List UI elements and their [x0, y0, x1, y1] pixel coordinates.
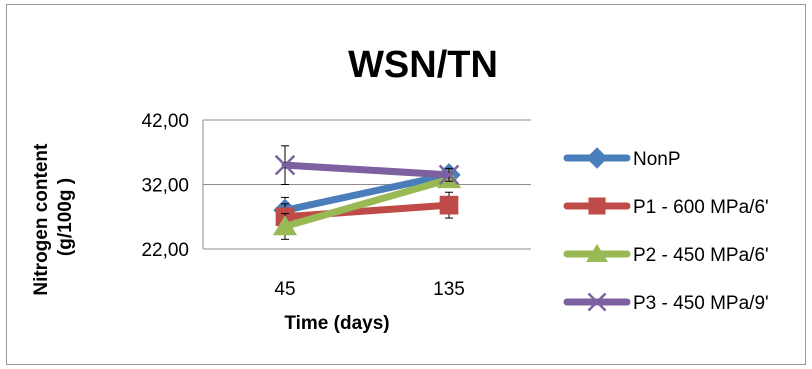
chart-title: WSN/TN — [348, 44, 498, 86]
legend-marker — [586, 147, 608, 169]
legend-label: P1 - 600 MPa/6' — [633, 197, 769, 218]
y-tick-label: 32,00 — [141, 176, 189, 197]
series-line — [281, 175, 453, 230]
legend-label: P2 - 450 MPa/6' — [633, 245, 769, 266]
series-line — [281, 171, 453, 214]
legend-label: P3 - 450 MPa/9' — [633, 293, 769, 314]
legend-entry: P1 - 600 MPa/6' — [563, 197, 769, 218]
x-tick-labels: 45 135 — [274, 279, 464, 300]
x-tick-label: 45 — [274, 279, 295, 300]
y-axis-title-line-1: Nitrogen content — [31, 143, 52, 296]
legend-entry: NonP — [563, 147, 681, 170]
legend-marker — [588, 197, 606, 215]
legend-marker — [587, 292, 607, 312]
y-axis-title-line-2: (g/100g ) — [55, 178, 76, 256]
series-3 — [274, 145, 460, 186]
y-tick-label: 22,00 — [141, 240, 189, 261]
series-1 — [275, 191, 459, 231]
legend: NonP P1 - 600 MPa/6' P2 - 450 MPa/6' P3 - 4… — [563, 147, 769, 314]
data-point — [438, 164, 460, 186]
legend-entry: P3 - 450 MPa/9' — [563, 292, 769, 314]
y-tick-labels: 22,00 32,00 42,00 — [141, 111, 189, 261]
legend-entry: P2 - 450 MPa/6' — [563, 244, 769, 266]
data-point — [272, 215, 298, 236]
chart-svg: WSN/TN 22,00 32,00 42,00 45 135 Nitrogen co… — [31, 44, 769, 334]
y-axis-title: Nitrogen content (g/100g ) — [31, 138, 76, 295]
series-layer — [272, 145, 462, 240]
x-tick-label: 135 — [433, 279, 465, 300]
legend-label: NonP — [633, 149, 681, 170]
chart-frame: WSN/TN 22,00 32,00 42,00 45 135 Nitrogen co… — [6, 4, 806, 365]
legend-marker — [586, 244, 608, 262]
data-point — [274, 154, 296, 176]
data-point — [439, 195, 459, 215]
gridlines — [202, 119, 531, 250]
x-axis-title: Time (days) — [284, 313, 389, 334]
series-line — [281, 201, 453, 221]
y-tick-label: 42,00 — [141, 111, 189, 132]
series-line — [281, 161, 453, 179]
